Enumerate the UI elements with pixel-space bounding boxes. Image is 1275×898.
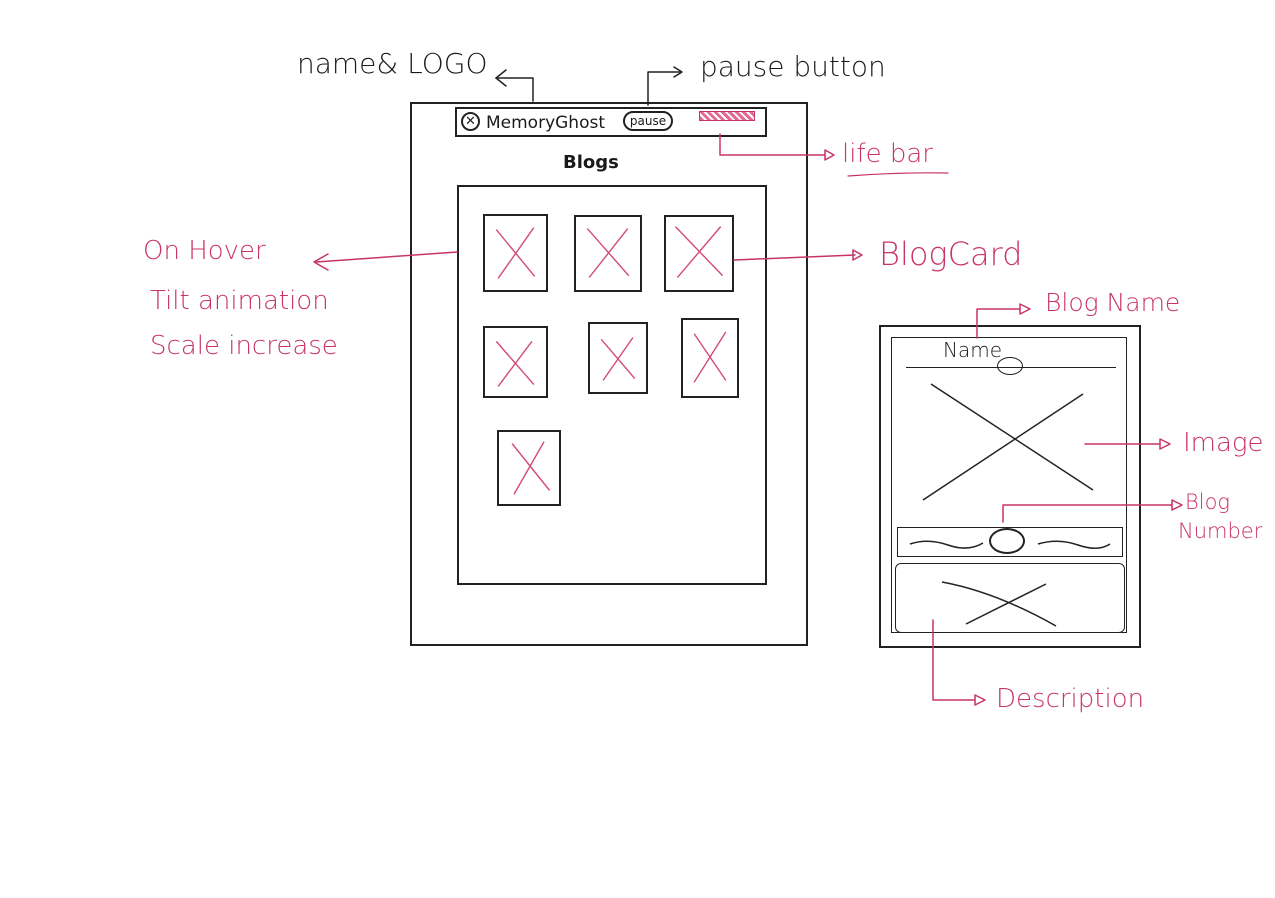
blog-card[interactable]	[483, 214, 548, 292]
description-area	[895, 563, 1125, 633]
blog-card[interactable]	[681, 318, 739, 398]
section-title: Blogs	[563, 152, 619, 173]
app-frame	[410, 102, 808, 646]
top-bar	[455, 107, 767, 137]
annotation-blog-card: BlogCard	[879, 235, 1023, 273]
blog-number-marker	[989, 528, 1025, 554]
image-placeholder-icon	[600, 337, 636, 381]
image-placeholder-icon	[495, 340, 535, 387]
annotation-description: Description	[996, 684, 1145, 714]
blog-card[interactable]	[664, 215, 734, 292]
annotation-name-logo: name& LOGO	[297, 47, 488, 80]
blog-card[interactable]	[574, 215, 642, 292]
blog-card[interactable]	[483, 326, 548, 398]
annotation-pause-button: pause button	[700, 50, 886, 83]
blog-card[interactable]	[497, 430, 561, 506]
blog-number-area	[897, 527, 1123, 557]
pause-button[interactable]: pause	[623, 111, 673, 131]
annotation-blog-name: Blog Name	[1045, 288, 1181, 317]
annotation-life-bar: life bar	[842, 139, 933, 169]
image-placeholder-icon	[495, 227, 536, 279]
blog-image-placeholder-icon	[903, 372, 1118, 522]
app-name: MemoryGhost	[486, 113, 606, 133]
blog-name-marker	[997, 357, 1023, 375]
image-placeholder-icon	[674, 226, 724, 279]
blog-card[interactable]	[588, 322, 648, 394]
annotation-tilt-animation: Tilt animation	[150, 286, 329, 316]
image-placeholder-icon	[693, 331, 727, 383]
life-bar	[699, 111, 755, 121]
annotation-blog-number-line2: Number	[1178, 519, 1263, 543]
annotation-blog-number-line1: Blog	[1185, 490, 1231, 514]
annotation-scale-increase: Scale increase	[150, 331, 338, 361]
annotation-image: Image	[1183, 428, 1264, 458]
annotation-on-hover: On Hover	[143, 236, 266, 266]
blog-name-text: Name	[943, 338, 1003, 362]
image-placeholder-icon	[511, 441, 551, 495]
image-placeholder-icon	[586, 228, 630, 278]
close-x-logo-icon: ✕	[461, 112, 480, 131]
blog-grid-container	[457, 185, 767, 585]
